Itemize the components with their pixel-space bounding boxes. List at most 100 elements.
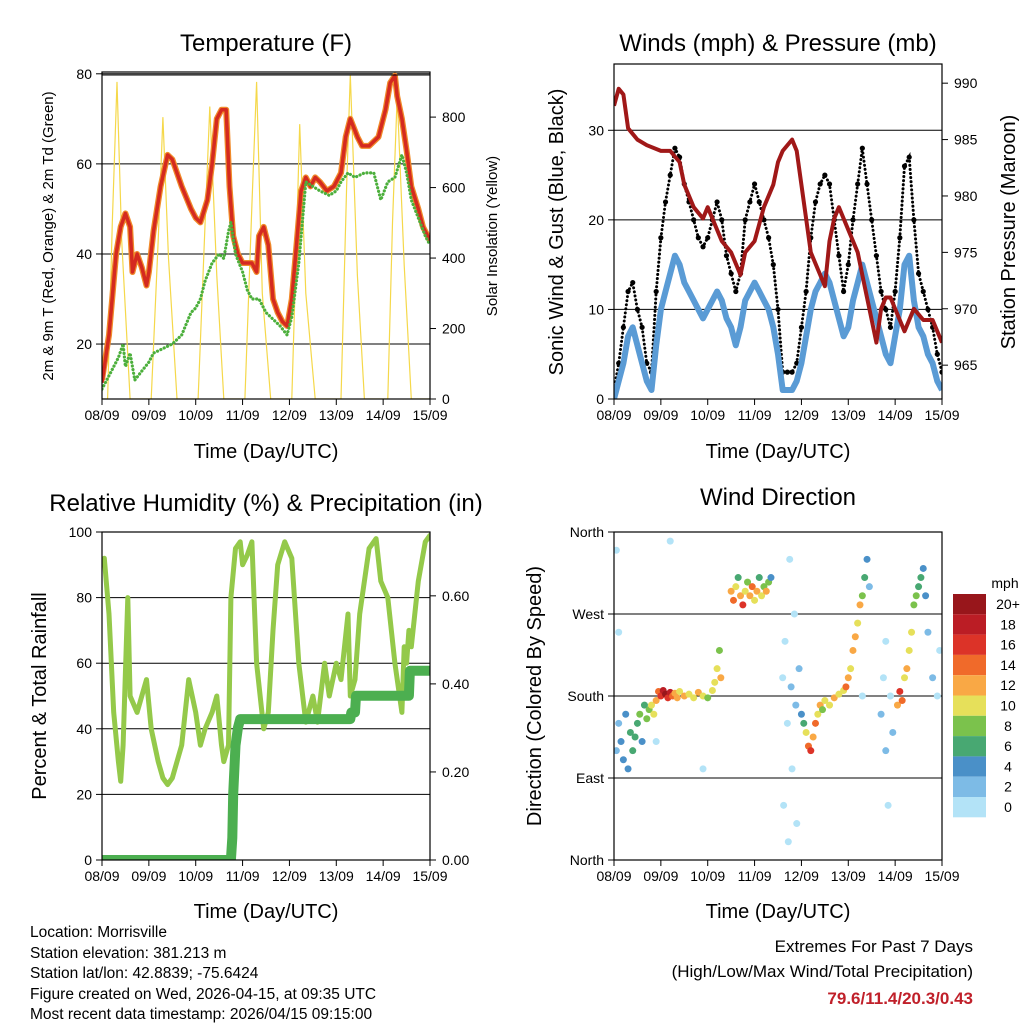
direction-point <box>717 674 725 682</box>
gust-point <box>892 288 898 295</box>
gust-point <box>911 217 917 223</box>
direction-title: Wind Direction <box>700 484 856 511</box>
humidity-frame <box>101 531 431 861</box>
gust-point <box>826 181 833 187</box>
x-tick-label: 15/09 <box>924 407 959 423</box>
direction-point <box>858 692 866 700</box>
gust-point <box>883 306 889 313</box>
info-location: Location: Morrisville <box>30 924 167 941</box>
gust-point <box>723 253 730 259</box>
gust-point <box>878 288 884 295</box>
gust-point <box>812 199 819 205</box>
info-created: Figure created on Wed, 2026-04-15, at 09… <box>30 986 376 1003</box>
y-tick-label: South <box>567 688 604 704</box>
direction-point <box>727 587 735 595</box>
gust-point <box>756 199 762 205</box>
direction-point <box>615 719 623 727</box>
direction-point <box>893 701 901 709</box>
y-tick-label: 60 <box>76 156 92 172</box>
direction-point <box>797 710 805 718</box>
direction-point <box>786 555 794 563</box>
direction-xlabel: Time (Day/UTC) <box>706 901 851 923</box>
direction-point <box>704 694 712 702</box>
direction-point <box>792 701 800 709</box>
legend-label: 18 <box>1000 616 1016 632</box>
legend-swatch <box>953 634 986 655</box>
total-precipitation-series <box>102 665 430 860</box>
direction-point <box>826 701 834 709</box>
gust-point <box>855 181 861 187</box>
direction-point <box>647 701 655 709</box>
direction-point <box>783 719 791 727</box>
direction-point <box>636 710 644 718</box>
legend-label: 10 <box>1000 698 1016 714</box>
gust-point <box>733 288 739 295</box>
direction-marks <box>614 537 942 846</box>
direction-point <box>729 596 737 604</box>
winds-frame <box>613 63 943 400</box>
gust-point <box>625 288 631 295</box>
x-tick-label: 11/09 <box>738 868 772 884</box>
relative-humidity-series <box>102 532 430 788</box>
direction-point <box>615 628 623 636</box>
direction-point <box>715 646 723 654</box>
gust-point <box>634 306 641 313</box>
direction-point <box>858 592 866 600</box>
direction-point <box>882 747 890 755</box>
direction-point <box>908 628 916 636</box>
direction-point <box>851 633 859 641</box>
direction-point <box>847 665 855 673</box>
direction-point <box>779 674 787 682</box>
direction-point <box>842 683 850 691</box>
direction-point <box>650 710 658 718</box>
info-elevation: Station elevation: 381.213 m <box>30 945 226 962</box>
gust-point <box>939 369 942 375</box>
x-tick-label: 15/09 <box>412 407 447 423</box>
gust-point <box>784 369 790 375</box>
gust-point <box>873 253 880 259</box>
legend-label: 0 <box>1004 799 1012 815</box>
direction-point <box>622 710 630 718</box>
direction-point <box>781 637 789 645</box>
direction-point <box>879 674 887 682</box>
gust-point <box>672 145 678 151</box>
gust-point <box>841 288 847 295</box>
direction-point <box>811 719 819 727</box>
gust-point <box>639 324 645 330</box>
y-tick-label: 0 <box>84 852 92 868</box>
y-tick-label: East <box>576 770 604 786</box>
gust-point <box>770 262 776 268</box>
x-tick-label: 10/09 <box>690 868 725 884</box>
direction-point <box>889 728 897 736</box>
winds-ylabel-right: Station Pressure (Maroon) <box>998 115 1020 350</box>
x-tick-label: 08/09 <box>84 868 119 884</box>
legend-swatch <box>953 756 986 777</box>
direction-point <box>619 756 627 764</box>
x-tick-label: 15/09 <box>924 868 959 884</box>
x-tick-label: 13/09 <box>319 868 354 884</box>
x-tick-label: 11/09 <box>738 407 772 423</box>
temperature-title: Temperature (F) <box>180 30 352 57</box>
direction-point <box>814 710 822 718</box>
gust-point <box>789 369 795 375</box>
direction-point <box>903 665 911 673</box>
direction-point <box>732 583 740 591</box>
gust-point <box>630 279 636 286</box>
direction-point <box>919 564 927 572</box>
y-tick-label: 30 <box>588 122 604 138</box>
y-right-tick-label: 0 <box>442 391 450 407</box>
legend-swatch <box>953 654 986 676</box>
winds-xlabel: Time (Day/UTC) <box>706 441 851 463</box>
y-right-tick-label: 0.60 <box>442 588 469 604</box>
gust-point <box>859 145 865 151</box>
y-right-tick-label: 965 <box>954 357 978 373</box>
legend-swatch <box>953 715 986 737</box>
y-tick-label: 40 <box>76 721 92 737</box>
x-tick-label: 14/09 <box>878 407 913 423</box>
direction-point <box>748 583 756 591</box>
direction-point <box>922 592 930 600</box>
humidity-title: Relative Humidity (%) & Precipitation (i… <box>49 490 482 517</box>
direction-point <box>762 587 770 595</box>
direction-point <box>699 765 707 773</box>
